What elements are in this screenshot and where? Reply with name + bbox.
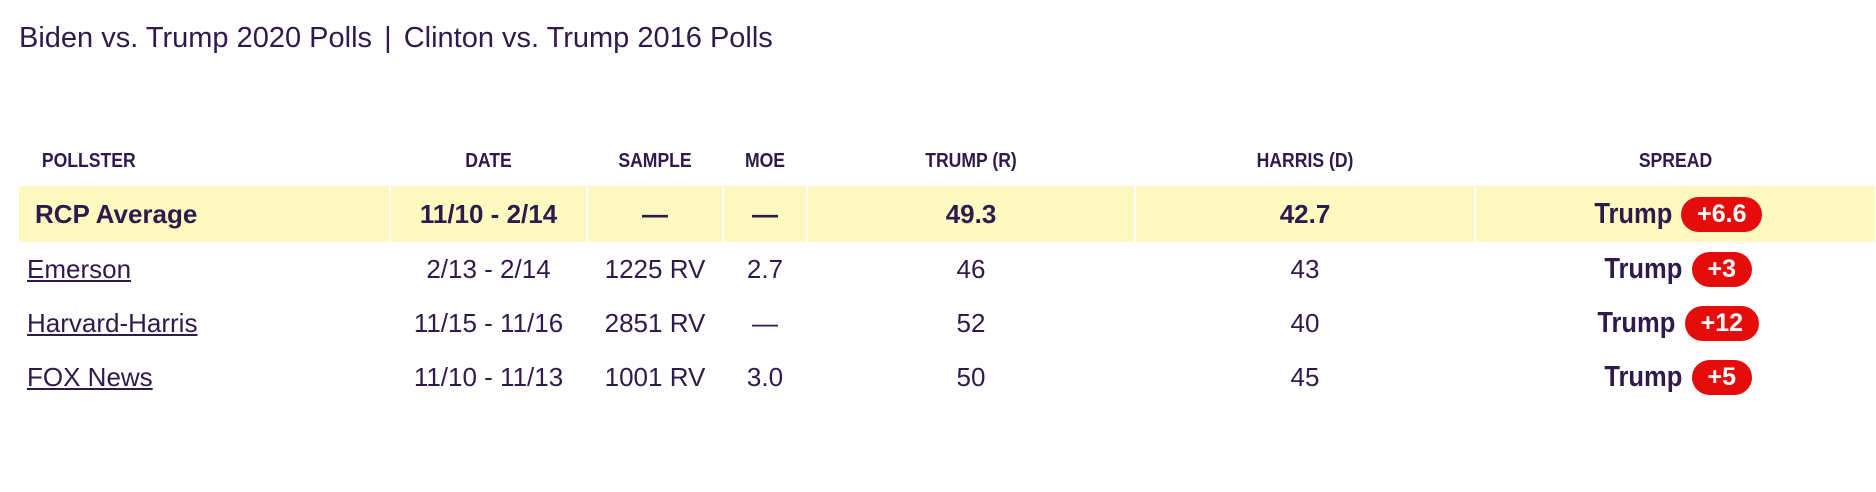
pollster-cell: Harvard-Harris [19, 296, 390, 350]
trump-cell: 46 [956, 253, 986, 284]
pollster-cell: FOX News [19, 350, 390, 404]
sample-cell: 1225 RV [604, 253, 706, 284]
moe-cell: 3.0 [746, 361, 784, 392]
spread-cell: Trump +5 [1475, 350, 1876, 404]
table-header-row: POLLSTER DATE SAMPLE MOE TRUMP (R) HARRI… [19, 136, 1876, 186]
moe-cell: 2.7 [746, 253, 784, 284]
spread-leader: Trump [1593, 197, 1672, 230]
harris-cell: 40 [1290, 307, 1320, 338]
table-row: Harvard-Harris 11/15 - 11/16 2851 RV — 5… [19, 296, 1876, 350]
header-harris: HARRIS (D) [1256, 149, 1354, 172]
spread-badge: +3 [1691, 251, 1753, 287]
date-cell: 11/10 - 11/13 [413, 361, 564, 392]
header-pollster: POLLSTER [41, 149, 136, 172]
spread-leader: Trump [1597, 306, 1676, 339]
pollster-link-emerson[interactable]: Emerson [27, 253, 132, 284]
header-spread: SPREAD [1638, 149, 1713, 172]
harris-cell: 43 [1290, 253, 1320, 284]
average-sample: — [587, 186, 724, 242]
moe-cell: — [752, 307, 778, 338]
related-polls-links: Biden vs. Trump 2020 Polls | Clinton vs.… [19, 22, 773, 55]
sample-cell: 2851 RV [604, 307, 706, 338]
spread-cell: Trump +12 [1475, 296, 1876, 350]
trump-cell: 52 [956, 307, 986, 338]
date-cell: 2/13 - 2/14 [426, 253, 551, 284]
spread-leader: Trump [1604, 360, 1683, 393]
harris-cell: 45 [1290, 361, 1320, 392]
rcp-average-row: RCP Average 11/10 - 2/14 — — 49.3 42.7 T… [19, 186, 1876, 242]
link-separator: | [384, 22, 392, 54]
average-trump: 49.3 [807, 186, 1136, 242]
link-clinton-trump-2016[interactable]: Clinton vs. Trump 2016 Polls [403, 22, 773, 54]
average-date: 11/10 - 2/14 [390, 186, 588, 242]
average-harris: 42.7 [1135, 186, 1476, 242]
table-row: Emerson 2/13 - 2/14 1225 RV 2.7 46 43 Tr… [19, 242, 1876, 296]
trump-cell: 50 [956, 361, 986, 392]
header-moe: MOE [744, 149, 786, 172]
pollster-link-harvard-harris[interactable]: Harvard-Harris [27, 307, 198, 338]
spread-badge: +5 [1691, 359, 1753, 395]
spread-badge: +12 [1684, 305, 1760, 341]
polls-table: POLLSTER DATE SAMPLE MOE TRUMP (R) HARRI… [19, 136, 1876, 404]
header-date: DATE [465, 149, 512, 172]
sample-cell: 1001 RV [604, 361, 706, 392]
spread-badge: +6.6 [1681, 196, 1763, 232]
pollster-link-fox-news[interactable]: FOX News [27, 361, 153, 392]
link-biden-trump-2020[interactable]: Biden vs. Trump 2020 Polls [19, 22, 373, 54]
spread-cell: Trump +3 [1475, 242, 1876, 296]
date-cell: 11/15 - 11/16 [413, 307, 564, 338]
average-spread: Trump +6.6 [1475, 186, 1876, 242]
header-sample: SAMPLE [618, 149, 692, 172]
average-pollster: RCP Average [19, 186, 391, 242]
table-row: FOX News 11/10 - 11/13 1001 RV 3.0 50 45… [19, 350, 1876, 404]
pollster-cell: Emerson [19, 242, 390, 296]
spread-leader: Trump [1604, 252, 1683, 285]
average-moe: — [723, 186, 808, 242]
header-trump: TRUMP (R) [925, 149, 1017, 172]
